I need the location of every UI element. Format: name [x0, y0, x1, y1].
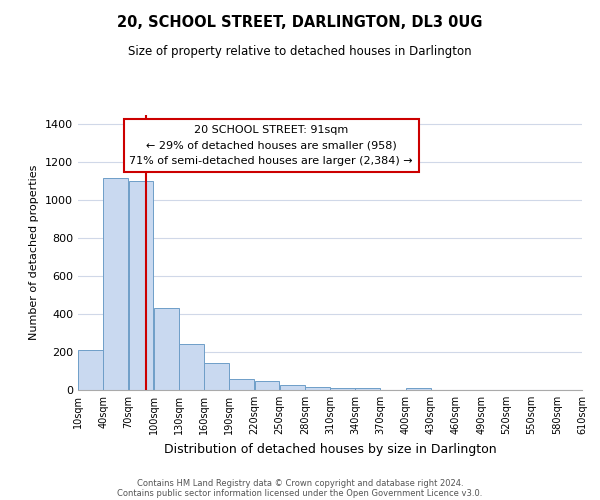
Y-axis label: Number of detached properties: Number of detached properties	[29, 165, 40, 340]
Bar	[254, 380, 280, 390]
Text: Size of property relative to detached houses in Darlington: Size of property relative to detached ho…	[128, 45, 472, 58]
X-axis label: Distribution of detached houses by size in Darlington: Distribution of detached houses by size …	[164, 442, 496, 456]
Text: 20, SCHOOL STREET, DARLINGTON, DL3 0UG: 20, SCHOOL STREET, DARLINGTON, DL3 0UG	[117, 15, 483, 30]
Text: Contains public sector information licensed under the Open Government Licence v3: Contains public sector information licen…	[118, 488, 482, 498]
Bar	[103, 178, 128, 390]
Bar	[154, 308, 179, 390]
Text: Contains HM Land Registry data © Crown copyright and database right 2024.: Contains HM Land Registry data © Crown c…	[137, 478, 463, 488]
Bar	[406, 388, 431, 390]
Bar	[305, 387, 330, 390]
Text: 20 SCHOOL STREET: 91sqm
← 29% of detached houses are smaller (958)
71% of semi-d: 20 SCHOOL STREET: 91sqm ← 29% of detache…	[130, 124, 413, 166]
Bar	[355, 388, 380, 390]
Bar	[204, 364, 229, 390]
Bar	[280, 386, 305, 390]
Bar	[78, 350, 103, 390]
Bar	[229, 378, 254, 390]
Bar	[330, 388, 355, 390]
Bar	[179, 344, 204, 390]
Bar	[128, 182, 154, 390]
